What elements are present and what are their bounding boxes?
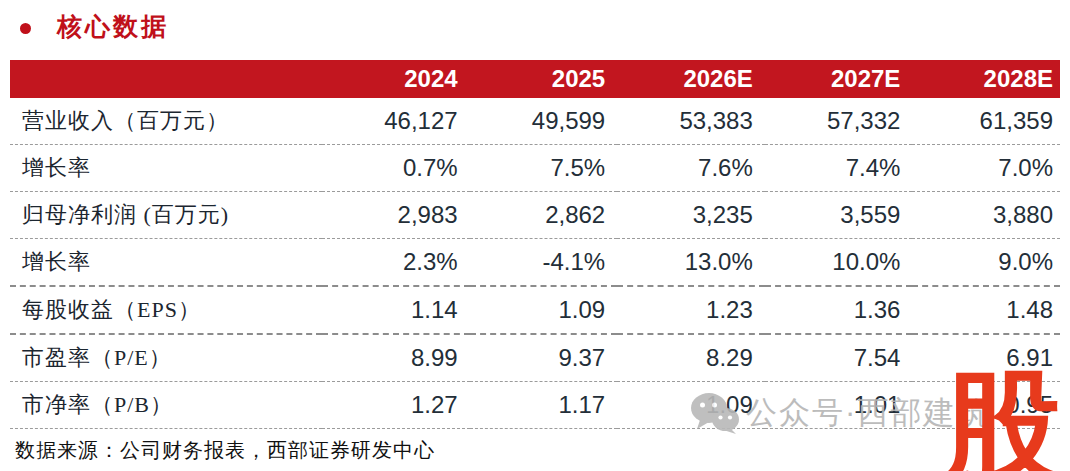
bullet-icon — [20, 23, 31, 34]
row-label: 每股收益（EPS） — [10, 286, 322, 334]
cell-value: 1.27 — [322, 382, 470, 429]
cell-value: 10.0% — [765, 239, 913, 287]
cell-value: 1.09 — [617, 382, 765, 429]
cell-value: 9.37 — [470, 334, 618, 382]
cell-value: 1.23 — [617, 286, 765, 334]
section-header: 核心数据 — [20, 10, 169, 43]
cell-value: 8.99 — [322, 334, 470, 382]
cell-value: 2.3% — [322, 239, 470, 287]
row-label: 市净率（P/B） — [10, 382, 322, 429]
cell-value: 7.54 — [765, 334, 913, 382]
cell-value: 7.6% — [617, 145, 765, 192]
row-label: 增长率 — [10, 239, 322, 287]
section-title: 核心数据 — [57, 10, 169, 43]
row-label: 归母净利润 (百万元) — [10, 192, 322, 239]
cell-value: 57,332 — [765, 98, 913, 145]
report-page: 核心数据 202420252026E2027E2028E 营业收入（百万元）46… — [0, 0, 1070, 471]
year-column-header: 2025 — [470, 60, 618, 98]
cell-value: 2,983 — [322, 192, 470, 239]
cell-value: 1.48 — [912, 286, 1060, 334]
cell-value: 3,235 — [617, 192, 765, 239]
core-data-table: 202420252026E2027E2028E 营业收入（百万元）46,1274… — [10, 60, 1060, 429]
cell-value: 1.01 — [765, 382, 913, 429]
table-header-row: 202420252026E2027E2028E — [10, 60, 1060, 98]
cell-value: 8.29 — [617, 334, 765, 382]
table-header: 202420252026E2027E2028E — [10, 60, 1060, 98]
row-label: 营业收入（百万元） — [10, 98, 322, 145]
cell-value: 1.36 — [765, 286, 913, 334]
cell-value: 49,599 — [470, 98, 618, 145]
year-column-header: 2024 — [322, 60, 470, 98]
cell-value: 7.0% — [912, 145, 1060, 192]
label-column-header — [10, 60, 322, 98]
cell-value: 1.14 — [322, 286, 470, 334]
cell-value: 3,880 — [912, 192, 1060, 239]
table-body: 营业收入（百万元）46,12749,59953,38357,33261,359增… — [10, 98, 1060, 429]
cell-value: 13.0% — [617, 239, 765, 287]
cell-value: 46,127 — [322, 98, 470, 145]
cell-value: 3,559 — [765, 192, 913, 239]
table-row: 增长率0.7%7.5%7.6%7.4%7.0% — [10, 145, 1060, 192]
cell-value: 7.4% — [765, 145, 913, 192]
cell-value: 2,862 — [470, 192, 618, 239]
table-row: 市净率（P/B）1.271.171.091.010.95 — [10, 382, 1060, 429]
row-label: 市盈率（P/E） — [10, 334, 322, 382]
cell-value: -4.1% — [470, 239, 618, 287]
cell-value: 0.95 — [912, 382, 1060, 429]
table-row: 归母净利润 (百万元)2,9832,8623,2353,5593,880 — [10, 192, 1060, 239]
year-column-header: 2027E — [765, 60, 913, 98]
data-source-note: 数据来源：公司财务报表，西部证券研发中心 — [15, 437, 435, 464]
cell-value: 7.5% — [470, 145, 618, 192]
cell-value: 0.7% — [322, 145, 470, 192]
cell-value: 61,359 — [912, 98, 1060, 145]
cell-value: 1.09 — [470, 286, 618, 334]
cell-value: 9.0% — [912, 239, 1060, 287]
table-row: 营业收入（百万元）46,12749,59953,38357,33261,359 — [10, 98, 1060, 145]
cell-value: 6.91 — [912, 334, 1060, 382]
cell-value: 53,383 — [617, 98, 765, 145]
table-row: 每股收益（EPS）1.141.091.231.361.48 — [10, 286, 1060, 334]
cell-value: 1.17 — [470, 382, 618, 429]
table-row: 增长率2.3%-4.1%13.0%10.0%9.0% — [10, 239, 1060, 287]
row-label: 增长率 — [10, 145, 322, 192]
year-column-header: 2026E — [617, 60, 765, 98]
table-row: 市盈率（P/E）8.999.378.297.546.91 — [10, 334, 1060, 382]
year-column-header: 2028E — [912, 60, 1060, 98]
